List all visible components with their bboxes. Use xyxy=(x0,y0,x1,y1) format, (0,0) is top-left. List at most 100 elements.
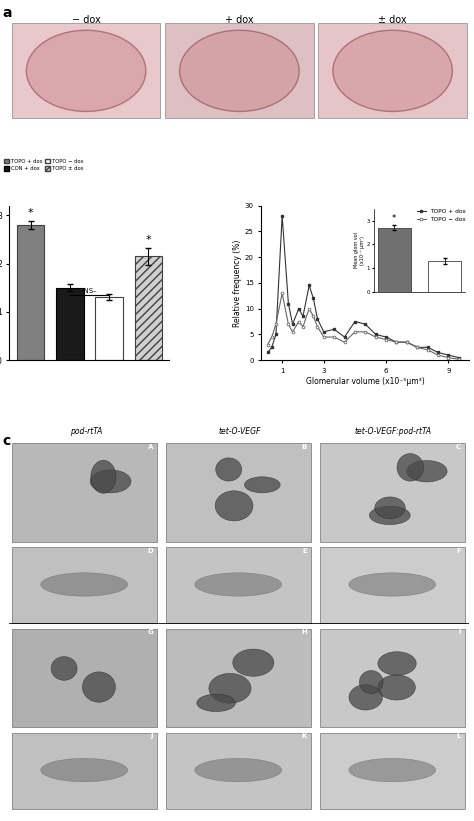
Line: TOPO + dox: TOPO + dox xyxy=(266,214,460,359)
TOPO + dox xyxy=(363,319,368,329)
FancyBboxPatch shape xyxy=(166,443,310,542)
FancyBboxPatch shape xyxy=(320,732,465,809)
Text: B: B xyxy=(302,444,307,450)
TOPO + dox xyxy=(456,353,462,363)
FancyBboxPatch shape xyxy=(320,443,465,542)
TOPO − dox xyxy=(373,333,379,342)
TOPO + dox xyxy=(306,281,312,291)
Ellipse shape xyxy=(245,477,280,493)
TOPO + dox xyxy=(321,327,327,337)
FancyBboxPatch shape xyxy=(166,629,310,727)
TOPO − dox xyxy=(414,342,420,352)
Ellipse shape xyxy=(378,675,415,700)
TOPO − dox xyxy=(279,288,285,298)
Ellipse shape xyxy=(233,649,274,677)
FancyBboxPatch shape xyxy=(166,732,310,809)
Text: ± dox: ± dox xyxy=(378,15,407,25)
Text: a: a xyxy=(2,6,12,20)
FancyBboxPatch shape xyxy=(165,23,314,118)
Ellipse shape xyxy=(349,573,436,596)
Text: pod-rtTA: pod-rtTA xyxy=(70,427,102,436)
Ellipse shape xyxy=(216,458,242,481)
TOPO + dox xyxy=(290,319,295,329)
TOPO + dox xyxy=(342,333,347,342)
TOPO − dox xyxy=(321,333,327,342)
Text: E: E xyxy=(302,548,307,553)
Ellipse shape xyxy=(82,672,116,702)
Ellipse shape xyxy=(90,470,131,493)
TOPO − dox xyxy=(273,319,279,329)
TOPO − dox xyxy=(404,337,410,347)
TOPO − dox xyxy=(393,337,399,347)
TOPO + dox xyxy=(446,350,451,360)
Text: tet-O-VEGF:pod-rtTA: tet-O-VEGF:pod-rtTA xyxy=(354,427,431,436)
TOPO − dox xyxy=(425,345,430,355)
TOPO + dox xyxy=(273,329,279,339)
Bar xyxy=(56,287,83,360)
Text: K: K xyxy=(301,733,307,740)
TOPO − dox xyxy=(352,327,358,337)
TOPO + dox xyxy=(425,342,430,352)
Text: D: D xyxy=(147,548,153,553)
Legend: TOPO + dox, CON + dox, TOPO − dox, TOPO ± dox: TOPO + dox, CON + dox, TOPO − dox, TOPO … xyxy=(4,158,83,172)
Ellipse shape xyxy=(397,453,424,481)
Ellipse shape xyxy=(349,759,436,782)
X-axis label: Glomerular volume (x10⁻⁵μm³): Glomerular volume (x10⁻⁵μm³) xyxy=(306,377,425,386)
TOPO + dox xyxy=(310,293,316,303)
Text: J: J xyxy=(150,733,153,740)
TOPO + dox xyxy=(269,342,274,352)
Text: C: C xyxy=(456,444,461,450)
TOPO + dox xyxy=(373,329,379,339)
Text: G: G xyxy=(147,630,153,635)
TOPO + dox xyxy=(414,342,420,352)
TOPO + dox xyxy=(383,333,389,342)
TOPO − dox xyxy=(315,322,320,332)
Ellipse shape xyxy=(369,506,410,525)
TOPO + dox xyxy=(352,317,358,327)
FancyBboxPatch shape xyxy=(166,547,310,623)
FancyBboxPatch shape xyxy=(12,732,156,809)
TOPO − dox xyxy=(456,355,462,365)
TOPO − dox xyxy=(331,333,337,342)
TOPO − dox xyxy=(435,350,441,360)
Ellipse shape xyxy=(195,573,282,596)
FancyBboxPatch shape xyxy=(12,23,160,118)
Ellipse shape xyxy=(195,759,282,782)
TOPO + dox xyxy=(315,314,320,324)
TOPO + dox xyxy=(393,337,399,347)
TOPO + dox xyxy=(300,311,306,321)
Y-axis label: Relative frequency (%): Relative frequency (%) xyxy=(233,239,242,327)
TOPO − dox xyxy=(290,327,295,337)
Text: A: A xyxy=(147,444,153,450)
TOPO + dox xyxy=(404,337,410,347)
TOPO + dox xyxy=(435,347,441,357)
FancyBboxPatch shape xyxy=(320,629,465,727)
FancyBboxPatch shape xyxy=(319,23,467,118)
FancyBboxPatch shape xyxy=(12,443,156,542)
Ellipse shape xyxy=(41,573,128,596)
Ellipse shape xyxy=(378,652,416,676)
TOPO − dox xyxy=(285,319,291,329)
Legend: TOPO + dox, TOPO − dox: TOPO + dox, TOPO − dox xyxy=(417,209,466,222)
Ellipse shape xyxy=(209,673,251,703)
Ellipse shape xyxy=(349,685,383,710)
Text: I: I xyxy=(458,630,461,635)
Ellipse shape xyxy=(91,461,116,493)
TOPO + dox xyxy=(296,304,301,314)
TOPO − dox xyxy=(269,333,274,342)
Text: *: * xyxy=(146,235,151,245)
Ellipse shape xyxy=(197,695,236,712)
Text: H: H xyxy=(301,630,307,635)
FancyBboxPatch shape xyxy=(12,629,156,727)
TOPO + dox xyxy=(331,324,337,334)
Text: tet-O-VEGF: tet-O-VEGF xyxy=(218,427,261,436)
Text: –NS–: –NS– xyxy=(81,287,98,294)
TOPO − dox xyxy=(296,317,301,327)
TOPO − dox xyxy=(306,304,312,314)
TOPO + dox xyxy=(265,347,271,357)
Bar xyxy=(135,256,162,360)
Text: L: L xyxy=(456,733,461,740)
TOPO − dox xyxy=(383,335,389,345)
Bar xyxy=(95,297,123,360)
Ellipse shape xyxy=(407,461,447,482)
